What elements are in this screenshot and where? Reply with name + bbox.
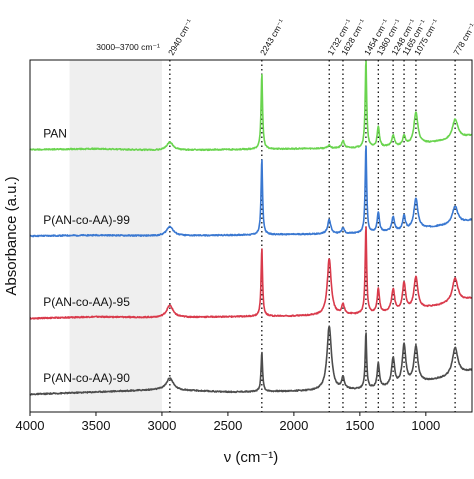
x-axis-ticks: 4000 3500 3000 2500 2000 1500 1000 [16, 412, 440, 433]
spectrum-line [29, 226, 473, 320]
spectrum-line [29, 325, 473, 396]
spectrum-line [29, 60, 473, 152]
series-label: P(AN-co-AA)-90 [43, 371, 130, 385]
spectrum-line [29, 145, 473, 238]
x-axis-label: ν (cm⁻¹) [224, 449, 279, 466]
x-tick-label: 4000 [16, 418, 45, 433]
reference-line-label: 778 cm⁻¹ [451, 21, 474, 57]
plot-frame [29, 59, 473, 413]
x-tick-label: 1000 [411, 418, 440, 433]
reference-line-label: 2940 cm⁻¹ [166, 17, 195, 57]
x-tick-label: 3000 [147, 418, 176, 433]
series-label: PAN [43, 126, 67, 140]
series-label: P(AN-co-AA)-99 [43, 213, 130, 227]
series-labels: PAN P(AN-co-AA)-99 P(AN-co-AA)-95 P(AN-co-A… [43, 126, 130, 384]
y-axis-label: Absorbance (a.u.) [3, 176, 20, 295]
shaded-region-label: 3000–3700 cm⁻¹ [96, 42, 160, 52]
series-label: P(AN-co-AA)-95 [43, 295, 130, 309]
reference-line-label: 2243 cm⁻¹ [258, 17, 287, 57]
reference-lines [169, 60, 456, 412]
x-tick-label: 2000 [279, 418, 308, 433]
x-tick-label: 3500 [82, 418, 111, 433]
x-tick-label: 1500 [345, 418, 374, 433]
spectra-series [29, 60, 473, 396]
x-tick-label: 2500 [213, 418, 242, 433]
